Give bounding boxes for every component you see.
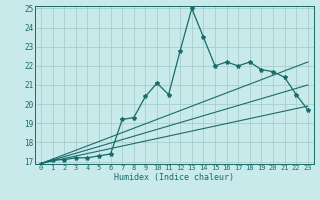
X-axis label: Humidex (Indice chaleur): Humidex (Indice chaleur) <box>115 173 235 182</box>
